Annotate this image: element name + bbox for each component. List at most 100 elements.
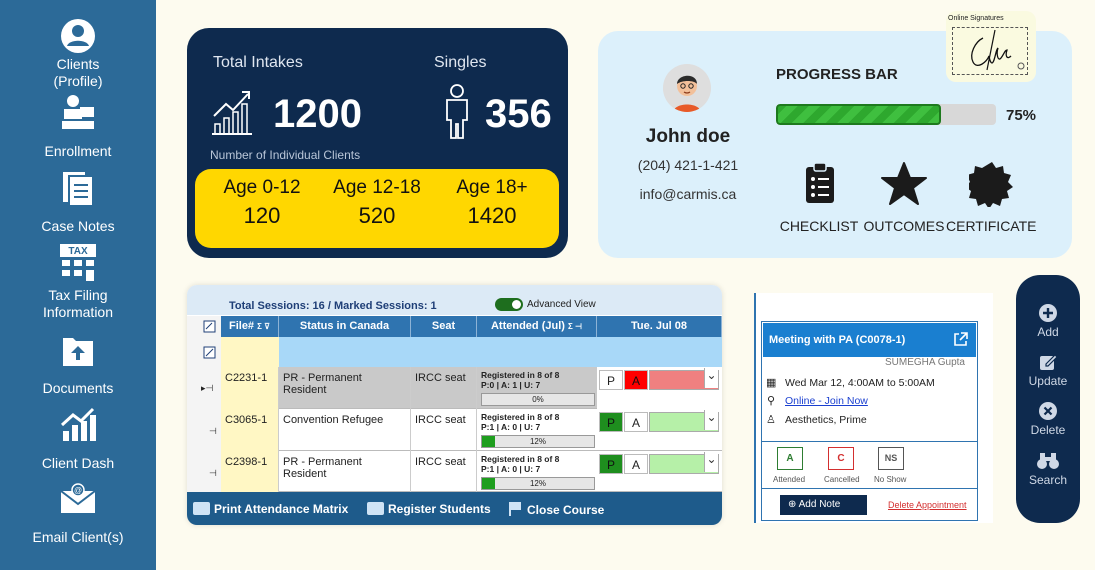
attended-label: Attended bbox=[773, 475, 806, 484]
grid-toolbar: Total Sessions: 16 / Marked Sessions: 1 … bbox=[187, 285, 722, 315]
table-row[interactable]: C2231-1 PR - Permanent Resident IRCC sea… bbox=[221, 367, 722, 409]
sidebar-item-clients[interactable]: Clients (Profile) bbox=[0, 18, 156, 90]
sidebar-item-label: Client Dash bbox=[41, 455, 115, 471]
no-show-label: No Show bbox=[874, 475, 907, 484]
add-note-button[interactable]: ⊕ Add Note bbox=[780, 495, 867, 515]
sidebar-item-tax-filing[interactable]: TAX Tax Filing Information bbox=[0, 244, 156, 321]
age-group: Age 18+ 1420 bbox=[437, 177, 547, 229]
no-show-status-button[interactable]: NS bbox=[878, 447, 904, 470]
singles-value: 356 bbox=[485, 92, 552, 136]
appointment-card: Meeting with PA (C0078-1) SUMEGHA Gupta … bbox=[754, 293, 993, 523]
appointment-title: Meeting with PA (C0078-1) bbox=[769, 334, 906, 346]
seat: IRCC seat bbox=[411, 451, 477, 493]
sidebar: Clients (Profile) Enrollment Case Notes … bbox=[0, 0, 156, 570]
advanced-view-toggle[interactable] bbox=[495, 298, 523, 311]
search-button[interactable]: Search bbox=[1016, 451, 1080, 487]
age-group-label: Age 18+ bbox=[456, 177, 528, 198]
age-group: Age 0-12 120 bbox=[207, 177, 317, 229]
absent-button[interactable]: A bbox=[624, 412, 648, 432]
absent-button[interactable]: A bbox=[624, 454, 648, 474]
table-row[interactable]: C3065-1 Convention Refugee IRCC seat Reg… bbox=[221, 409, 722, 451]
growth-chart-icon bbox=[212, 91, 252, 135]
close-course-button[interactable]: Close Course bbox=[509, 502, 604, 517]
filter-row-icon[interactable] bbox=[203, 346, 216, 359]
sidebar-item-label: Case Notes bbox=[41, 218, 115, 234]
row-indicator-column: ▸⊣ ⊣ ⊣ bbox=[187, 316, 221, 492]
attendance-progress: 0% bbox=[481, 393, 595, 406]
sidebar-item-email-clients[interactable]: @ Email Client(s) bbox=[0, 483, 156, 546]
documents-icon bbox=[63, 338, 93, 366]
column-chooser-icon[interactable] bbox=[203, 320, 216, 333]
progress-value: 75% bbox=[1006, 107, 1037, 124]
column-header-date[interactable]: Tue. Jul 08 bbox=[597, 316, 722, 337]
column-header-status[interactable]: Status in Canada bbox=[279, 316, 411, 337]
current-row-indicator: ▸⊣ bbox=[201, 383, 214, 393]
sidebar-item-client-dash[interactable]: Client Dash bbox=[0, 407, 156, 472]
checklist-label: CHECKLIST bbox=[779, 218, 859, 234]
service-icon: ♙ bbox=[766, 414, 776, 426]
join-online-link[interactable]: Online - Join Now bbox=[785, 395, 868, 407]
attendance-dropdown[interactable] bbox=[649, 368, 719, 390]
online-signature-panel[interactable]: Online Signatures bbox=[946, 11, 1036, 82]
appointment-header[interactable]: Meeting with PA (C0078-1) bbox=[763, 323, 976, 357]
intake-stats-card: Total Intakes 1200 Number of Individual … bbox=[187, 28, 568, 258]
action-rail: Add Update Delete Search bbox=[1016, 275, 1080, 523]
age-group-label: Age 12-18 bbox=[333, 177, 421, 198]
print-attendance-button[interactable]: Print Attendance Matrix bbox=[193, 502, 348, 516]
attended-status-button[interactable]: A bbox=[777, 447, 803, 470]
column-header-seat[interactable]: Seat bbox=[411, 316, 477, 337]
client-email[interactable]: info@carmis.ca bbox=[639, 186, 737, 202]
delete-appointment-link[interactable]: Delete Appointment bbox=[888, 500, 967, 510]
registration-info: Registered in 8 of 8 bbox=[481, 454, 560, 464]
seat: IRCC seat bbox=[411, 409, 477, 451]
binoculars-icon bbox=[1037, 453, 1059, 469]
checklist-icon[interactable] bbox=[790, 161, 850, 210]
update-label: Update bbox=[1028, 374, 1068, 388]
attendance-dropdown[interactable] bbox=[649, 452, 719, 474]
add-button[interactable]: Add bbox=[1016, 303, 1080, 339]
present-button[interactable]: P bbox=[599, 454, 623, 474]
absent-button[interactable]: A bbox=[624, 370, 648, 390]
grid-footer: Print Attendance Matrix Register Student… bbox=[187, 492, 722, 525]
edit-icon bbox=[1040, 354, 1058, 370]
staff-name: SUMEGHA Gupta bbox=[884, 357, 965, 368]
sidebar-item-label: Enrollment bbox=[44, 143, 112, 159]
filter-row[interactable] bbox=[221, 337, 722, 367]
attendance-dropdown[interactable] bbox=[649, 410, 719, 432]
register-icon bbox=[367, 502, 384, 515]
age-group-value: 120 bbox=[243, 203, 281, 228]
total-intakes-label: Total Intakes bbox=[213, 54, 303, 71]
present-button[interactable]: P bbox=[599, 370, 623, 390]
column-header-attended[interactable]: Attended (Jul) Σ ⊣ bbox=[477, 316, 597, 337]
singles-label: Singles bbox=[434, 54, 487, 71]
svg-text:TAX: TAX bbox=[68, 246, 88, 257]
registration-info: Registered in 8 of 8 bbox=[481, 412, 560, 422]
svg-text:@: @ bbox=[74, 486, 82, 495]
email-icon: @ bbox=[60, 483, 96, 513]
present-button[interactable]: P bbox=[599, 412, 623, 432]
file-number: C3065-1 bbox=[221, 409, 279, 451]
status-in-canada: PR - Permanent Resident bbox=[279, 451, 411, 493]
sidebar-item-label: Documents bbox=[42, 380, 114, 396]
client-phone: (204) 421-1-421 bbox=[637, 157, 739, 173]
star-icon[interactable] bbox=[874, 161, 934, 212]
certificate-seal-icon[interactable] bbox=[962, 161, 1022, 212]
sidebar-item-enrollment[interactable]: Enrollment bbox=[0, 93, 156, 160]
column-header-file[interactable]: File# Σ ⊽ bbox=[221, 316, 279, 337]
update-button[interactable]: Update bbox=[1016, 352, 1080, 388]
attendance-grid: Total Sessions: 16 / Marked Sessions: 1 … bbox=[187, 285, 722, 525]
sidebar-item-case-notes[interactable]: Case Notes bbox=[0, 170, 156, 235]
open-external-icon[interactable] bbox=[953, 332, 968, 347]
add-label: Add bbox=[1037, 325, 1059, 339]
tax-icon: TAX bbox=[60, 244, 96, 281]
location-icon: ⚲ bbox=[767, 395, 776, 407]
sidebar-item-documents[interactable]: Documents bbox=[0, 332, 156, 397]
seat: IRCC seat bbox=[411, 367, 477, 409]
appointment-time: Wed Mar 12, 4:00AM to 5:00AM bbox=[785, 377, 935, 389]
plus-circle-icon bbox=[1039, 304, 1057, 322]
register-students-button[interactable]: Register Students bbox=[367, 502, 491, 516]
age-group-value: 1420 bbox=[467, 203, 517, 228]
delete-button[interactable]: Delete bbox=[1016, 401, 1080, 437]
table-row[interactable]: C2398-1 PR - Permanent Resident IRCC sea… bbox=[221, 451, 722, 493]
cancelled-status-button[interactable]: C bbox=[828, 447, 854, 470]
